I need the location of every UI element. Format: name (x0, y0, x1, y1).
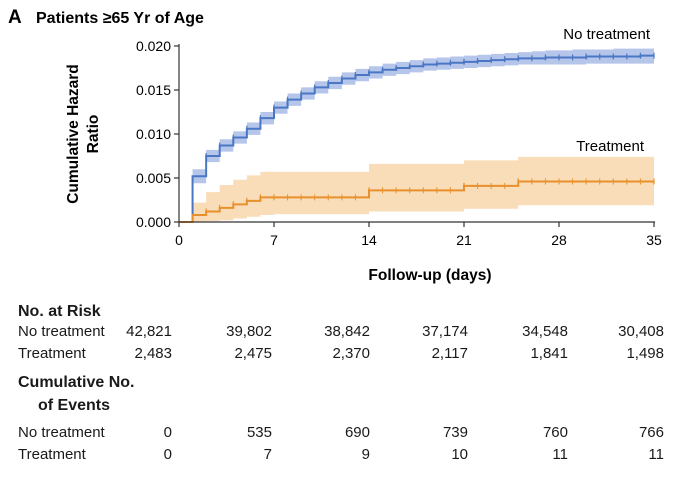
risk-table-cell: 1,841 (530, 345, 568, 362)
y-tick-label: 0.020 (136, 38, 171, 54)
risk-table-row: Treatment 2,483 2,475 2,370 2,117 1,841 1,498 (18, 345, 690, 365)
events-table-cell: 10 (451, 446, 468, 463)
events-table-title-line-1: Cumulative No. (18, 374, 135, 391)
risk-table-cell: 38,842 (324, 323, 370, 340)
y-tick-label: 0.005 (136, 170, 171, 186)
series-label-no-treatment: No treatment (563, 26, 651, 43)
axes: 0.000 0.005 0.010 0.015 0.020 0 7 14 21 28 35 (136, 38, 662, 248)
events-table-row: Treatment 0 7 9 10 11 11 (18, 446, 690, 466)
risk-table-row: No treatment 42,821 39,802 38,842 37,174 34,5… (18, 323, 690, 343)
risk-table-cell: 42,821 (126, 323, 172, 340)
risk-table-cell: 1,498 (626, 345, 664, 362)
risk-table-cell: 2,483 (134, 345, 172, 362)
x-tick-label: 21 (456, 232, 472, 248)
risk-table-row-label: Treatment (18, 345, 86, 362)
x-tick-label: 35 (646, 232, 662, 248)
events-table-cell: 7 (263, 446, 272, 463)
events-table-title-line-2: of Events (38, 397, 111, 414)
chart-title: Patients ≥65 Yr of Age (36, 10, 204, 27)
events-table-cell: 760 (542, 424, 568, 441)
y-tick-label: 0.010 (136, 126, 171, 142)
series-lines (179, 52, 655, 223)
y-tick-label: 0.015 (136, 82, 171, 98)
risk-table-title: No. at Risk (18, 303, 101, 320)
events-table-cell: 690 (344, 424, 370, 441)
panel-letter: A (8, 7, 22, 28)
y-axis-label-line-1: Cumulative Hazard (65, 64, 82, 204)
risk-table-cell: 2,370 (332, 345, 370, 362)
events-table-cell: 0 (163, 424, 172, 441)
events-table-cell: 9 (361, 446, 370, 463)
events-table-cell: 11 (552, 446, 568, 463)
events-table-cell: 11 (648, 446, 664, 463)
events-table-cell: 535 (246, 424, 272, 441)
risk-table-cell: 30,408 (618, 323, 664, 340)
risk-table-row-label: No treatment (18, 323, 105, 340)
risk-table-cell: 39,802 (226, 323, 272, 340)
risk-table-cell: 37,174 (422, 323, 468, 340)
events-table-row: No treatment 0 535 690 739 760 766 (18, 424, 690, 444)
y-axis-label-line-2: Ratio (85, 115, 102, 154)
events-table-row-label: Treatment (18, 446, 86, 463)
x-axis-label: Follow-up (days) (368, 267, 491, 284)
events-table-cell: 766 (638, 424, 664, 441)
events-table-row-label: No treatment (18, 424, 105, 441)
x-tick-label: 0 (175, 232, 183, 248)
events-table-cell: 739 (442, 424, 468, 441)
x-tick-label: 7 (270, 232, 278, 248)
risk-table-cell: 2,475 (234, 345, 272, 362)
risk-table-cell: 34,548 (522, 323, 568, 340)
hazard-chart: A Patients ≥65 Yr of Age 0.000 0.005 0.010… (8, 7, 662, 284)
risk-table-cell: 2,117 (431, 345, 468, 362)
y-tick-label: 0.000 (136, 214, 171, 230)
x-tick-label: 14 (361, 232, 377, 248)
series-label-treatment: Treatment (576, 138, 645, 155)
confidence-bands (179, 47, 654, 223)
events-table-cell: 0 (163, 446, 172, 463)
x-tick-label: 28 (551, 232, 567, 248)
